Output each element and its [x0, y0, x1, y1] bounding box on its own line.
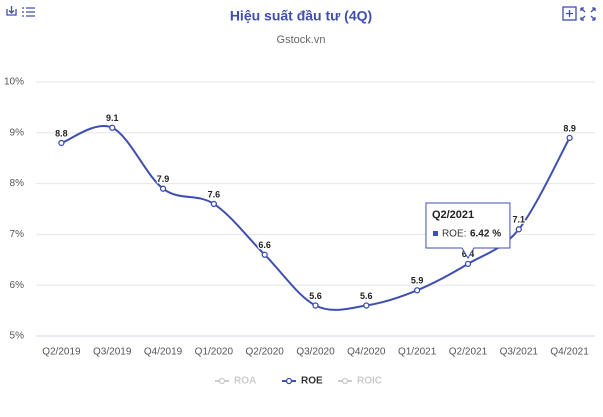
point — [413, 287, 421, 294]
x-tick-label: Q4/2020 — [347, 347, 386, 358]
point — [566, 134, 573, 142]
legend-marker — [285, 377, 293, 385]
data-label: 8.9 — [563, 123, 576, 133]
point — [464, 260, 472, 268]
data-label: 5.9 — [411, 276, 424, 286]
legend-item[interactable]: ROE — [282, 376, 323, 387]
fullscreen-icon[interactable] — [580, 7, 596, 21]
toolbar-right[interactable] — [562, 6, 596, 21]
legend-label: ROA — [234, 376, 256, 387]
y-tick-label: 7% — [10, 229, 25, 240]
legend-item[interactable]: ROA — [215, 376, 256, 387]
point — [312, 302, 319, 309]
download-icon[interactable] — [6, 6, 17, 16]
data-label: 7.9 — [157, 174, 170, 184]
zoom-icon[interactable] — [562, 6, 577, 21]
legend-marker — [218, 377, 226, 385]
x-tick-label: Q2/2020 — [245, 347, 284, 358]
y-tick-label: 6% — [10, 280, 25, 291]
y-tick-label: 5% — [10, 331, 25, 342]
x-tick-label: Q4/2019 — [144, 347, 183, 358]
x-tick-label: Q2/2021 — [449, 347, 488, 358]
tooltip: Q2/2021 ROE: 6.42 % — [425, 202, 511, 259]
data-label: 5.6 — [309, 291, 322, 301]
y-tick-label: 8% — [10, 178, 25, 189]
x-tick-label: Q3/2019 — [93, 347, 132, 358]
menu-icon[interactable] — [22, 7, 35, 17]
point — [363, 302, 370, 309]
tooltip-box — [425, 202, 511, 259]
y-tick-label: 9% — [10, 127, 25, 138]
legend-marker — [341, 377, 349, 385]
y-tick-label: 10% — [4, 77, 24, 88]
tooltip-value: 6.42 % — [470, 229, 501, 240]
data-label: 9.1 — [106, 113, 119, 123]
x-tick-label: Q1/2021 — [398, 347, 437, 358]
data-label: 7.1 — [513, 215, 526, 225]
tooltip-swatch — [432, 231, 438, 236]
x-tick-label: Q3/2021 — [500, 347, 539, 358]
tooltip-title: Q2/2021 — [432, 209, 474, 221]
data-label: 7.6 — [208, 189, 221, 199]
chart-subtitle: Gstock.vn — [277, 34, 326, 46]
x-tick-label: Q3/2020 — [296, 347, 335, 358]
toolbar-left[interactable] — [6, 6, 35, 17]
x-tick-label: Q2/2019 — [42, 347, 81, 358]
legend-label: ROIC — [357, 376, 382, 387]
point — [109, 124, 116, 131]
data-label: 6.6 — [258, 240, 271, 250]
point — [515, 226, 522, 233]
point — [210, 200, 218, 208]
point — [58, 139, 65, 147]
x-tick-label: Q1/2020 — [195, 347, 234, 358]
point — [159, 185, 167, 192]
zoom-plus[interactable] — [566, 10, 573, 17]
data-label: 8.8 — [55, 128, 68, 138]
data-label: 5.6 — [360, 291, 373, 301]
legend-item[interactable]: ROIC — [338, 376, 382, 387]
legend-label: ROE — [301, 376, 323, 387]
x-tick-label: Q4/2021 — [550, 347, 589, 358]
chart-title: Hiệu suất đầu tư (4Q) — [230, 8, 372, 24]
point — [261, 251, 268, 258]
tooltip-label: ROE: — [442, 229, 466, 240]
